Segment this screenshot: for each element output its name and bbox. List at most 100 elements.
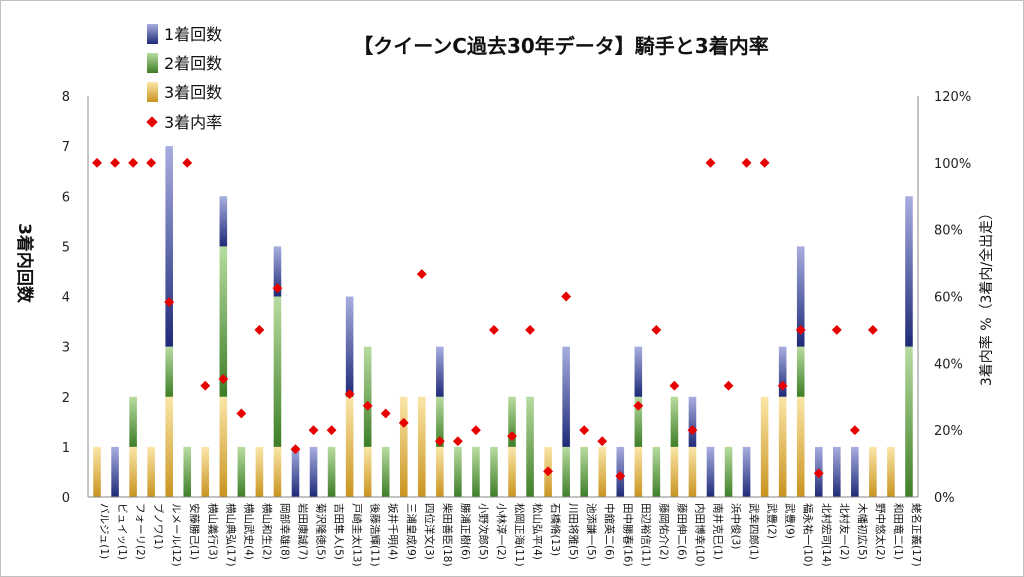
x-tick-label: 藤田伸二(6) xyxy=(675,503,687,560)
x-tick-label: 小林淳一(2) xyxy=(495,503,508,560)
x-tick-label: 石橋脩(13) xyxy=(549,503,562,556)
rate-marker xyxy=(777,380,788,391)
bar-third xyxy=(147,446,155,497)
rate-marker xyxy=(525,324,536,335)
bar-third xyxy=(688,446,697,497)
legend: 1着回数 2着回数 3着回数 3着内率 xyxy=(138,18,248,140)
legend-swatch-second xyxy=(147,53,158,73)
x-tick-label: 福永祐一(10) xyxy=(802,503,815,567)
rate-marker xyxy=(308,425,319,436)
bar-first xyxy=(436,346,444,397)
x-tick-label: 横山武史(4) xyxy=(242,503,255,560)
rate-marker xyxy=(813,468,824,479)
bar-first xyxy=(291,446,300,497)
y-axis-title: 3着内回数 xyxy=(14,223,35,304)
rate-marker xyxy=(597,436,608,447)
bar-third xyxy=(778,396,787,497)
bar-third xyxy=(887,446,895,497)
bar-second xyxy=(219,246,228,397)
x-tick-label: 藤岡佑介(2) xyxy=(657,503,670,560)
bar-third xyxy=(796,396,805,497)
rate-marker xyxy=(164,297,175,308)
rate-marker xyxy=(741,157,752,168)
rate-markers-layer xyxy=(92,157,878,481)
bar-first xyxy=(634,346,643,397)
x-tick-label: 岡部幸雄(8) xyxy=(278,503,291,560)
x-tick-label: 小野次郎(5) xyxy=(477,503,490,560)
rate-marker xyxy=(362,400,373,411)
x-tick-label: 北村友一(2) xyxy=(838,503,851,560)
rate-marker xyxy=(218,374,229,384)
y-tick-label: 0 xyxy=(62,491,70,506)
rate-marker xyxy=(867,324,878,335)
rate-marker xyxy=(507,431,517,442)
x-tick-label: 池添謙一(5) xyxy=(585,503,598,560)
x-tick-label: 北村宏司(14) xyxy=(820,503,833,567)
x-tick-label: バルジュ(1) xyxy=(98,503,110,559)
x-tick-label: 中舘英二(6) xyxy=(603,503,616,560)
rate-marker xyxy=(146,157,157,168)
x-tick-label: 野中悠太(2) xyxy=(874,503,887,560)
y-tick-label: 5 xyxy=(62,240,70,255)
bar-first xyxy=(796,246,805,347)
y2-tick-label: 60% xyxy=(934,291,963,306)
rate-marker xyxy=(110,157,121,168)
bar-second xyxy=(436,396,444,447)
rate-marker xyxy=(651,324,662,335)
x-tick-label: ビュイッ(1) xyxy=(116,503,128,560)
bar-second xyxy=(724,446,733,497)
y2-tick-label: 100% xyxy=(934,157,971,172)
x-tick-label: 戸崎圭太(13) xyxy=(351,503,364,567)
bar-second xyxy=(796,346,805,397)
bar-second xyxy=(129,396,137,447)
x-tick-label: 木幡初広(5) xyxy=(856,503,869,560)
rate-marker xyxy=(489,324,499,335)
bar-third xyxy=(363,446,372,497)
x-tick-label: 武豊(9) xyxy=(784,503,797,539)
bar-third xyxy=(273,446,282,497)
x-tick-label: 和田竜二(1) xyxy=(892,503,905,560)
bar-second xyxy=(183,446,192,497)
rate-marker xyxy=(272,283,283,294)
bar-third xyxy=(399,396,408,497)
bar-first xyxy=(219,196,228,247)
x-tick-label: 勝浦正樹(6) xyxy=(459,503,472,560)
y-tick-label: 6 xyxy=(62,190,70,205)
bar-third xyxy=(508,446,516,497)
x-tick-label: ブノワ(1) xyxy=(152,503,165,549)
bar-third xyxy=(436,446,444,497)
bar-second xyxy=(670,396,679,447)
rate-marker xyxy=(254,324,265,335)
rate-marker xyxy=(705,157,716,168)
bar-second xyxy=(562,446,570,497)
rate-marker xyxy=(200,380,211,391)
x-tick-label: 岩田康誠(7) xyxy=(297,503,310,560)
chart-title: 【クイーンC過去30年データ】騎手と3着内率 xyxy=(353,34,768,58)
bar-second xyxy=(652,446,661,497)
rate-marker xyxy=(633,400,644,411)
rate-marker xyxy=(452,436,463,447)
x-tick-label: 吉田隼人(5) xyxy=(333,503,346,560)
bar-second xyxy=(237,446,246,497)
bar-first xyxy=(833,446,841,497)
y2-tick-label: 40% xyxy=(934,357,963,372)
bar-third xyxy=(760,396,769,497)
rate-marker xyxy=(759,157,770,168)
bar-first xyxy=(851,446,859,497)
x-tick-label: 安藤勝己(1) xyxy=(188,503,201,560)
x-tick-label: フォーリ(2) xyxy=(134,503,146,560)
bar-first xyxy=(562,346,570,447)
rate-marker xyxy=(416,269,427,280)
x-tick-label: 後藤浩輝(11) xyxy=(369,503,382,567)
x-tick-label: 南井克巳(1) xyxy=(712,503,725,560)
rate-marker xyxy=(398,417,409,428)
x-tick-label: 浜中俊(3) xyxy=(730,503,743,549)
rate-marker xyxy=(92,157,102,168)
bar-second xyxy=(580,446,588,497)
bar-third xyxy=(670,446,679,497)
y-tick-label: 8 xyxy=(62,90,70,105)
x-tick-label: 内田博幸(10) xyxy=(693,503,706,567)
